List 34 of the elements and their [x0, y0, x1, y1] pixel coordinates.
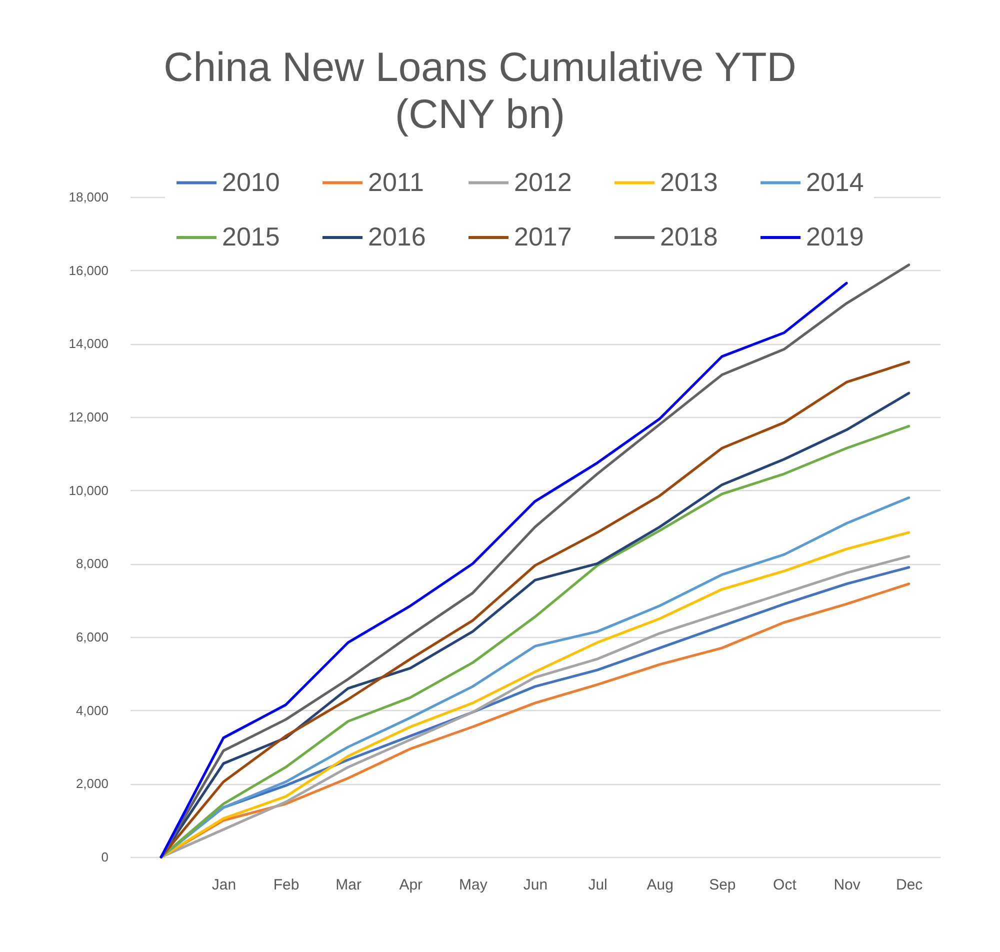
x-tick-label: Mar — [336, 876, 362, 894]
y-tick-label: 2,000 — [76, 776, 108, 792]
x-tick-label: Dec — [896, 876, 924, 894]
chart-title: China New Loans Cumulative YTD — [164, 44, 796, 90]
chart-subtitle: (CNY bn) — [394, 91, 566, 137]
y-tick-label: 6,000 — [76, 630, 108, 644]
y-tick-label: 4,000 — [76, 702, 108, 718]
x-tick-label: May — [459, 876, 488, 894]
x-tick-label: Apr — [399, 876, 423, 894]
legend-label: 2013 — [660, 166, 718, 197]
legend-label: 2014 — [806, 166, 864, 197]
x-tick-label: Nov — [834, 876, 861, 894]
y-tick-label: 10,000 — [68, 482, 108, 498]
x-tick-label: Jul — [588, 876, 608, 894]
y-tick-label: 14,000 — [68, 336, 108, 352]
legend-label: 2016 — [368, 222, 426, 252]
y-tick-label: 16,000 — [68, 262, 108, 278]
x-tick-label: Aug — [646, 876, 674, 894]
y-tick-label: 12,000 — [68, 410, 108, 424]
x-tick-label: Feb — [273, 876, 300, 894]
x-tick-label: Jan — [212, 876, 236, 894]
x-tick-label: Jun — [523, 876, 548, 894]
x-tick-label: Sep — [709, 876, 736, 894]
x-tick-label: Oct — [773, 876, 798, 894]
legend-label: 2019 — [806, 222, 864, 252]
y-tick-label: 0 — [101, 850, 108, 864]
legend-label: 2010 — [222, 166, 280, 197]
legend-label: 2017 — [514, 222, 572, 252]
legend-label: 2011 — [368, 166, 424, 197]
legend-label: 2015 — [222, 222, 280, 252]
legend-label: 2018 — [660, 222, 718, 252]
y-tick-label: 8,000 — [76, 556, 108, 572]
y-tick-label: 18,000 — [68, 190, 108, 204]
legend-label: 2012 — [514, 166, 572, 197]
